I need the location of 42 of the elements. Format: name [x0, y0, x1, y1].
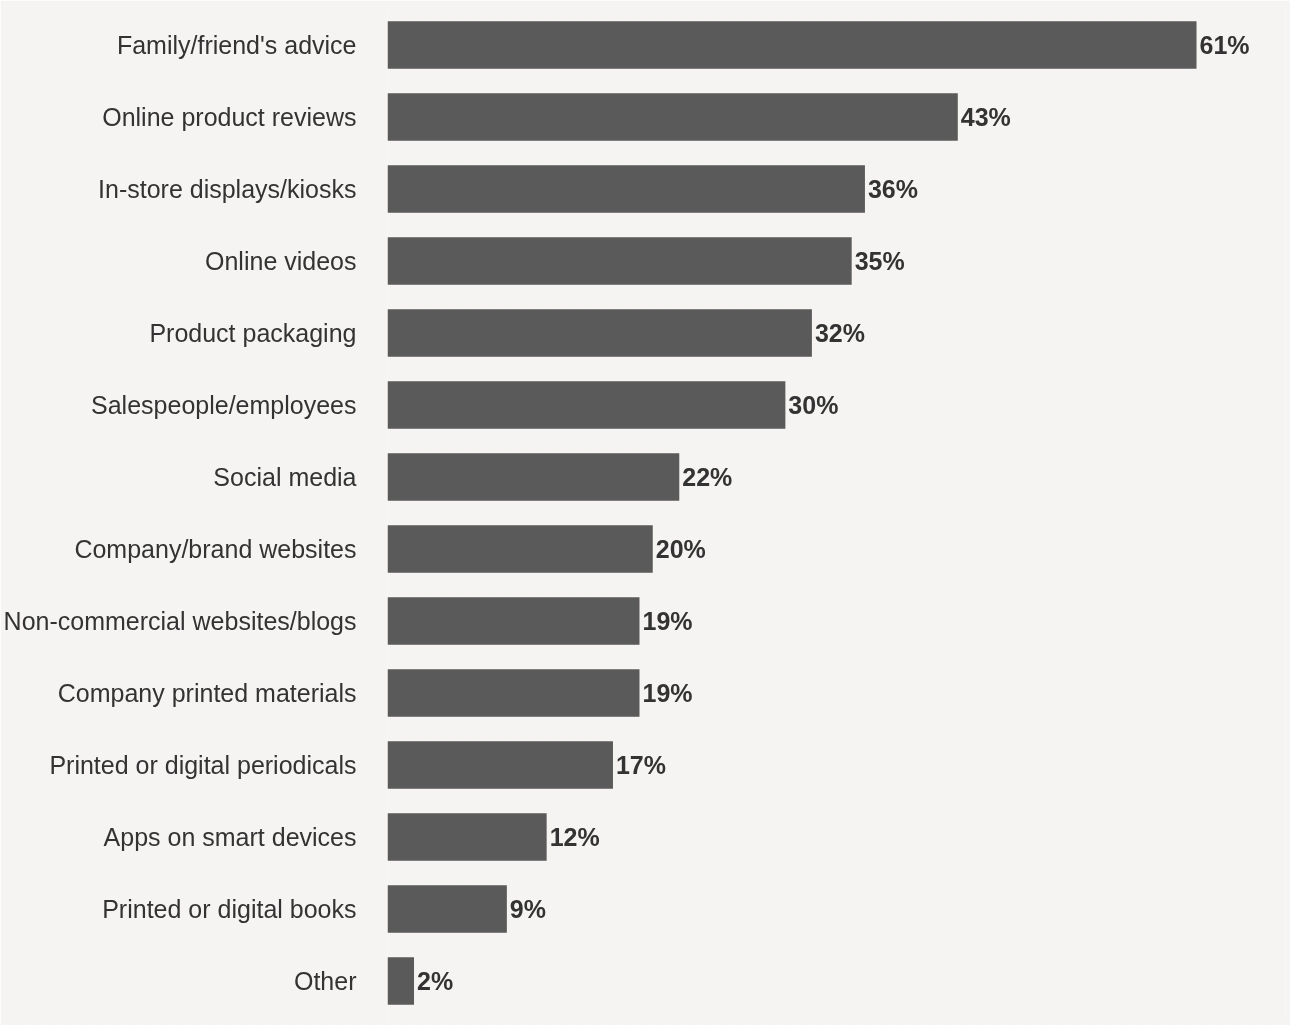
y-tick-label: Non-commercial websites/blogs [3, 606, 357, 635]
y-tick-label: Social media [213, 463, 357, 492]
data-label: 43% [960, 103, 1011, 132]
data-label: 19% [642, 678, 693, 707]
data-label: 61% [1199, 31, 1250, 60]
bar [387, 165, 865, 213]
bar [387, 453, 680, 501]
data-label: 20% [655, 534, 706, 563]
y-tick-label: Salespeople/employees [91, 391, 357, 420]
y-tick-label: Product packaging [149, 319, 357, 348]
y-tick-label: Online product reviews [102, 103, 357, 132]
data-label: 12% [549, 822, 600, 851]
data-label: 19% [642, 606, 693, 635]
bar [387, 741, 613, 789]
bar [387, 21, 1197, 69]
y-tick-label: Printed or digital books [102, 894, 357, 923]
data-label: 17% [615, 750, 667, 779]
y-tick-label: Family/friend's advice [116, 31, 357, 60]
bar [387, 309, 812, 357]
bar [387, 237, 852, 285]
bar [387, 525, 653, 573]
bar [387, 381, 786, 429]
y-tick-label: Printed or digital periodicals [49, 750, 357, 779]
data-label: 9% [509, 894, 546, 923]
data-label: 36% [867, 175, 918, 204]
y-tick-label: Company/brand websites [74, 534, 357, 563]
bar [387, 813, 547, 861]
y-tick-label: Other [293, 966, 357, 995]
data-label: 2% [417, 966, 454, 995]
y-tick-label: Online videos [205, 247, 357, 276]
bar [387, 957, 415, 1005]
y-tick-label: In-store displays/kiosks [98, 175, 357, 204]
data-label: 32% [814, 319, 865, 348]
data-label: 30% [788, 391, 839, 420]
bar [387, 885, 507, 933]
data-label: 22% [682, 463, 733, 492]
bar [387, 93, 958, 141]
y-tick-label: Company printed materials [57, 678, 357, 707]
bar [387, 597, 640, 645]
bar [387, 669, 640, 717]
data-label: 35% [854, 247, 905, 276]
y-tick-label: Apps on smart devices [103, 822, 357, 851]
